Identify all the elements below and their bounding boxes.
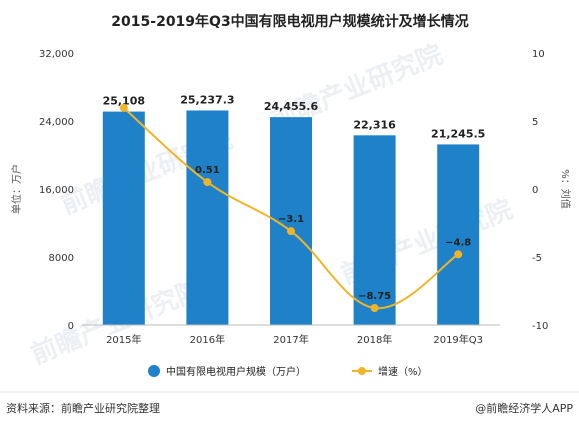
growth-value-label: −4.8	[445, 237, 471, 248]
left-tick-label: 16,000	[39, 185, 74, 196]
footer-source: 资料来源：前瞻产业研究院整理	[6, 401, 160, 415]
growth-point	[203, 178, 212, 187]
growth-value-label: −8.75	[358, 291, 391, 302]
right-tick-label: -5	[532, 253, 542, 264]
x-tick-label: 2015年	[106, 333, 141, 346]
bar	[353, 135, 396, 325]
right-tick-label: 0	[532, 185, 538, 196]
legend-bar-swatch	[148, 365, 160, 377]
x-tick-label: 2018年	[357, 333, 392, 346]
legend-item-line: 增速（%）	[352, 365, 428, 378]
growth-point	[287, 227, 295, 236]
left-tick-label: 24,000	[39, 117, 74, 128]
line-series: 0.51 −3.1 −8.75 −4.8	[119, 103, 471, 312]
growth-value-label: −3.1	[278, 214, 304, 225]
right-tick-label: 10	[532, 49, 545, 60]
legend-item-bar: 中国有限电视用户规模（万户）	[148, 365, 306, 378]
x-axis-ticks: 2015年 2016年 2017年 2018年 2019年Q3	[106, 333, 483, 346]
bar	[186, 110, 229, 326]
bar-value-label: 24,455.6	[264, 100, 319, 113]
footer-brand: @前瞻经济学人APP	[475, 401, 573, 415]
bar	[437, 144, 480, 325]
bar	[102, 111, 145, 325]
left-tick-label: 8000	[49, 253, 74, 264]
legend-line-marker	[358, 367, 366, 375]
x-tick-label: 2019年Q3	[433, 333, 483, 346]
growth-point	[370, 304, 379, 312]
growth-point	[119, 103, 128, 112]
bar-value-label: 22,316	[353, 118, 396, 131]
x-tick-label: 2017年	[273, 333, 308, 346]
left-axis-title: 单位：万户	[10, 164, 23, 214]
growth-point	[454, 250, 463, 259]
right-axis-title: %：刘值	[559, 169, 572, 209]
right-tick-label: -10	[532, 321, 548, 332]
legend-bar-label: 中国有限电视用户规模（万户）	[166, 365, 306, 378]
growth-value-label: 0.51	[195, 165, 220, 176]
legend: 中国有限电视用户规模（万户） 增速（%）	[148, 365, 428, 378]
bar-value-label: 25,108	[103, 95, 145, 108]
left-tick-label: 0	[68, 321, 74, 332]
right-axis-ticks: -10 -5 0 5 10	[532, 49, 548, 332]
left-axis-ticks: 0 8000 16,000 24,000 32,000	[39, 49, 74, 332]
legend-line-label: 增速（%）	[378, 365, 428, 378]
bar-value-label: 21,245.5	[431, 127, 485, 140]
chart-title: 2015-2019年Q3中国有限电视用户规模统计及增长情况	[111, 13, 468, 30]
x-tick-label: 2016年	[190, 333, 225, 346]
bar-value-label: 25,237.3	[180, 93, 234, 106]
right-tick-label: 5	[532, 117, 538, 128]
left-tick-label: 32,000	[39, 49, 74, 60]
